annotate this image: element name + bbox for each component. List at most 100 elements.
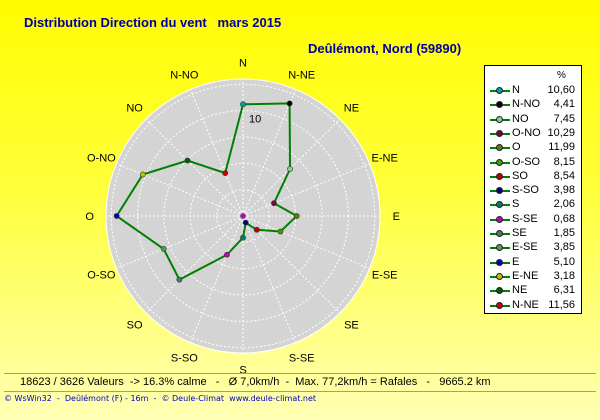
- legend: % N 10,60 N-NO 4,41 NO 7,45 O-NO 10,29 O 11,99 O-S…: [484, 65, 582, 314]
- legend-marker: [496, 172, 503, 180]
- legend-value: 3,85: [553, 241, 575, 254]
- legend-value: 5,10: [553, 255, 575, 268]
- legend-item: NO 7,45: [485, 113, 581, 127]
- direction-label-o-no: O-NO: [87, 152, 116, 164]
- legend-direction: O-NO: [512, 126, 541, 139]
- point-n: [240, 101, 246, 108]
- grid-ring: [110, 83, 376, 349]
- legend-marker: [496, 158, 503, 166]
- chart-title: Distribution Direction du vent mars 2015: [24, 15, 282, 30]
- legend-item: N 10,60: [485, 84, 581, 98]
- legend-direction: SE: [512, 227, 527, 239]
- spoke-s-so: [190, 215, 244, 343]
- legend-value: 1,85: [553, 227, 575, 239]
- direction-label-n: N: [239, 58, 247, 70]
- legend-value: 10,60: [547, 84, 575, 96]
- point-o-no: [139, 171, 146, 178]
- spoke-s-se: [242, 215, 296, 343]
- legend-marker: [496, 272, 503, 280]
- center-marker: [240, 213, 246, 219]
- legend-item: S-SO 3,98: [485, 184, 581, 198]
- point-s-se: [242, 219, 249, 226]
- legend-value: 7,45: [553, 112, 575, 125]
- legend-item: SO 8,54: [485, 170, 581, 184]
- legend-direction: NO: [512, 112, 529, 125]
- legend-marker: [496, 230, 503, 237]
- point-se: [253, 226, 260, 233]
- legend-value: 11,56: [548, 298, 575, 311]
- legend-unit: %: [557, 70, 566, 81]
- spoke-n-ne: [242, 89, 296, 217]
- direction-label-s: S: [239, 364, 246, 376]
- direction-label-o: O: [85, 211, 94, 223]
- spoke-o-no: [116, 163, 244, 217]
- legend-direction: N-NE: [512, 298, 539, 311]
- legend-direction: SO: [512, 169, 528, 182]
- legend-direction: E-NE: [512, 269, 539, 282]
- legend-marker: [496, 301, 503, 309]
- direction-label-no: NO: [126, 103, 143, 115]
- legend-direction: E-SE: [512, 241, 538, 254]
- direction-label-e: E: [393, 211, 400, 223]
- legend-direction: O: [512, 141, 521, 154]
- legend-item: O 11,99: [485, 141, 581, 155]
- spoke-e-se: [242, 215, 370, 269]
- direction-label-n-ne: N-NE: [288, 69, 315, 81]
- spoke-n-no: [190, 89, 244, 217]
- point-e-se: [277, 228, 284, 235]
- footer-credits: © WsWin32 - Deûlémont (F) - 16m - © Deul…: [4, 394, 317, 403]
- grid-ring: [216, 189, 270, 243]
- footer-divider: [4, 391, 596, 392]
- legend-marker: [496, 258, 503, 266]
- legend-direction: O-SO: [512, 155, 541, 168]
- point-n-ne: [286, 100, 293, 107]
- direction-label-so: SO: [127, 319, 143, 331]
- legend-value: 11,99: [548, 141, 575, 154]
- legend-item: E-NE 3,18: [485, 270, 581, 284]
- direction-label-o-so: O-SO: [87, 270, 116, 282]
- direction-label-e-se: E-SE: [372, 270, 398, 282]
- direction-label-e-ne: E-NE: [372, 152, 398, 164]
- legend-item: E 5,10: [485, 256, 581, 270]
- spoke-so: [145, 215, 244, 314]
- stats-line: 18623 / 3626 Valeurs -> 16.3% calme - Ø …: [20, 376, 491, 388]
- legend-marker: [496, 244, 503, 252]
- legend-item: N-NO 4,41: [485, 98, 581, 112]
- station-name: Deûlémont, Nord (59890): [308, 41, 462, 56]
- spoke-o-so: [116, 215, 244, 269]
- legend-direction: N-NO: [512, 98, 541, 111]
- point-ne: [287, 166, 293, 172]
- legend-marker: [496, 87, 503, 94]
- legend-marker: [496, 201, 503, 209]
- legend-item: O-NO 10,29: [485, 127, 581, 141]
- direction-label-ne: NE: [344, 103, 359, 115]
- point-s-so: [224, 251, 230, 258]
- legend-value: 2,06: [553, 198, 575, 211]
- point-o-so: [160, 245, 167, 252]
- legend-marker: [496, 187, 503, 195]
- spoke-e-ne: [242, 163, 370, 217]
- legend-direction: S: [512, 198, 520, 211]
- point-o: [113, 213, 120, 219]
- legend-marker: [496, 215, 503, 223]
- legend-marker: [496, 287, 503, 295]
- point-e: [293, 213, 300, 219]
- legend-item: S-SE 0,68: [485, 213, 581, 227]
- legend-value: 4,41: [553, 98, 575, 111]
- legend-item: O-SO 8,15: [485, 156, 581, 170]
- legend-value: 6,31: [553, 284, 575, 297]
- point-so: [176, 276, 183, 283]
- legend-value: 10,29: [547, 126, 575, 139]
- legend-marker: [496, 115, 503, 123]
- legend-value: 0,68: [553, 212, 575, 225]
- point-s: [240, 234, 246, 241]
- grid-ring: [163, 136, 323, 296]
- legend-value: 3,98: [553, 184, 575, 197]
- legend-direction: E: [512, 255, 520, 268]
- direction-label-se: SE: [344, 319, 359, 331]
- legend-item: SE 1,85: [485, 227, 581, 241]
- legend-value: 3,18: [553, 269, 575, 282]
- point-e-ne: [271, 200, 277, 207]
- point-no: [184, 157, 191, 164]
